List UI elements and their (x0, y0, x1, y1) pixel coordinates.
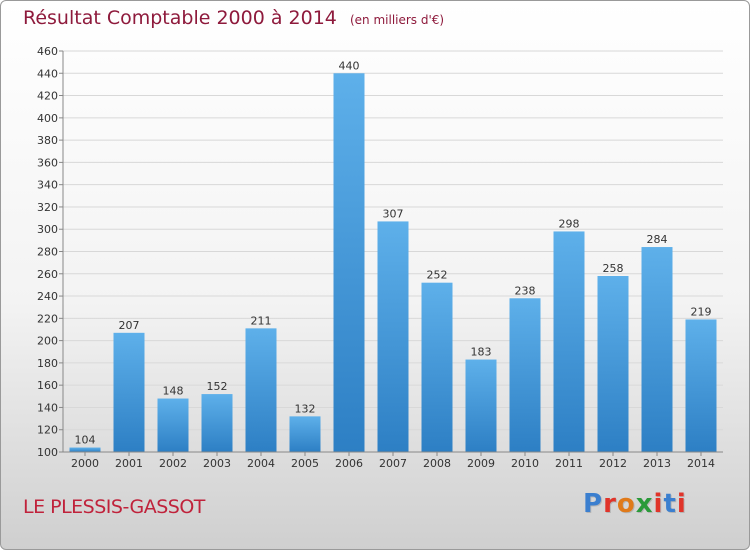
x-tick-label: 2005 (291, 457, 319, 470)
x-tick-label: 2002 (159, 457, 187, 470)
brand-letter: P (583, 489, 604, 519)
y-tick-label: 440 (37, 67, 58, 80)
bar-2011 (553, 231, 585, 452)
y-tick-label: 460 (37, 45, 58, 58)
place-name: LE PLESSIS-GASSOT (23, 496, 205, 518)
bars (69, 73, 717, 453)
bar-2013 (641, 247, 673, 452)
data-label: 183 (471, 346, 492, 359)
y-tick-label: 100 (37, 446, 58, 459)
y-tick-label: 360 (37, 156, 58, 169)
x-tick-label: 2007 (379, 457, 407, 470)
bar-2004 (245, 328, 277, 452)
bar-2007 (377, 221, 409, 452)
x-tick-label: 2003 (203, 457, 231, 470)
y-tick-label: 220 (37, 312, 58, 325)
bar-2014 (685, 319, 717, 452)
brand-letter: o (616, 489, 636, 519)
brand-letter: t (663, 489, 677, 519)
data-label: 258 (603, 262, 624, 275)
y-tick-label: 200 (37, 335, 58, 348)
data-label: 238 (515, 284, 536, 297)
y-tick-label: 320 (37, 201, 58, 214)
bar-2009 (465, 359, 497, 452)
x-tick-label: 2011 (555, 457, 583, 470)
data-label: 211 (251, 314, 272, 327)
data-label: 104 (75, 434, 96, 447)
x-tick-label: 2008 (423, 457, 451, 470)
data-label: 440 (339, 59, 360, 72)
x-tick-label: 2010 (511, 457, 539, 470)
y-tick-label: 380 (37, 134, 58, 147)
data-label: 298 (559, 217, 580, 230)
brand-letter: i (653, 489, 664, 519)
data-label: 219 (691, 305, 712, 318)
data-label: 207 (119, 319, 140, 332)
y-tick-label: 160 (37, 379, 58, 392)
brand-letter: i (676, 489, 687, 519)
y-tick-label: 260 (37, 268, 58, 281)
y-tick-label: 120 (37, 424, 58, 437)
x-tick-label: 2004 (247, 457, 275, 470)
bar-2012 (597, 276, 629, 452)
y-tick-label: 280 (37, 246, 58, 259)
x-tick-label: 2014 (687, 457, 715, 470)
bar-2002 (157, 398, 189, 452)
y-tick-label: 340 (37, 179, 58, 192)
bar-2000 (69, 447, 101, 452)
data-label: 307 (383, 207, 404, 220)
x-tick-label: 2009 (467, 457, 495, 470)
bar-2003 (201, 394, 233, 452)
x-tick-label: 2006 (335, 457, 363, 470)
bar-2010 (509, 298, 541, 452)
data-label: 284 (647, 233, 668, 246)
axes: 100 120 140 160 180 200 220 240 260 280 300 320 340 3… (37, 45, 723, 459)
data-label: 252 (427, 269, 448, 282)
data-label: 132 (295, 402, 316, 415)
bar-2005 (289, 416, 321, 452)
x-tick-label: 2013 (643, 457, 671, 470)
bar-2006 (333, 73, 365, 453)
data-label: 148 (163, 385, 184, 398)
brand-letter: x (635, 489, 654, 519)
y-tick-label: 140 (37, 401, 58, 414)
chart-title: Résultat Comptable 2000 à 2014 (23, 7, 337, 29)
bar-2008 (421, 282, 453, 452)
y-tick-label: 180 (37, 357, 58, 370)
chart-unit-note: (en milliers d'€) (349, 13, 445, 27)
x-tick-label: 2000 (71, 457, 99, 470)
data-label: 152 (207, 380, 228, 393)
x-tick-label: 2012 (599, 457, 627, 470)
bar-2001 (113, 332, 145, 452)
y-tick-label: 400 (37, 112, 58, 125)
y-tick-label: 420 (37, 90, 58, 103)
x-tick-label: 2001 (115, 457, 143, 470)
brand-logo: Proxiti (583, 489, 687, 519)
brand-letter: r (603, 489, 617, 519)
labels: 2000 104 2001 207 2002 148 2003 152 2004 211 2005 1… (71, 59, 715, 470)
y-tick-label: 300 (37, 223, 58, 236)
chart-header: Résultat Comptable 2000 à 2014 (en milli… (23, 7, 444, 29)
y-tick-label: 240 (37, 290, 58, 303)
